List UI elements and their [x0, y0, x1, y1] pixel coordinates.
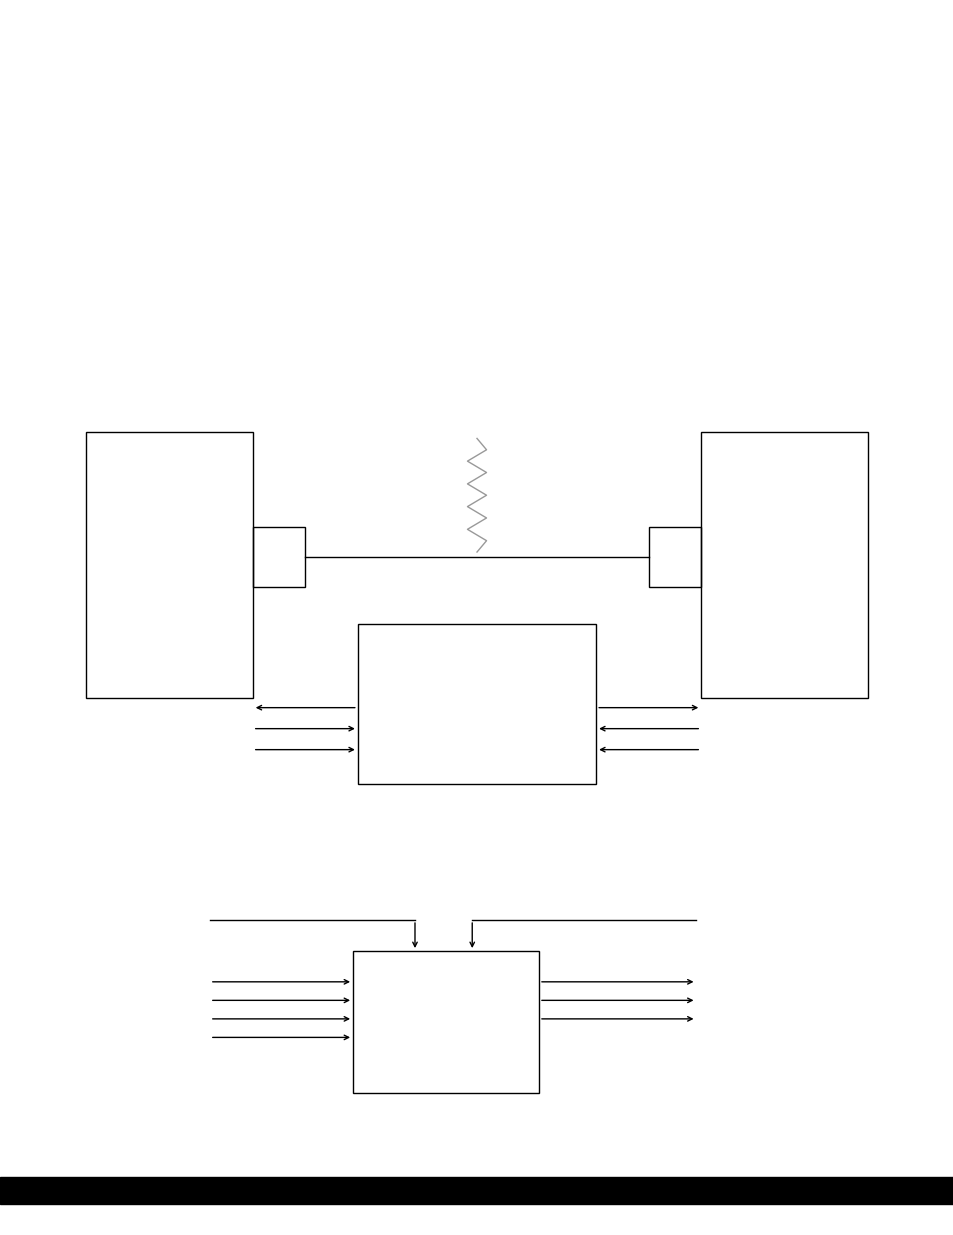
Bar: [353, 951, 538, 1093]
Bar: [357, 624, 596, 784]
Bar: [648, 527, 700, 587]
Bar: [700, 432, 867, 698]
Bar: [0, 1177, 953, 1204]
Bar: [86, 432, 253, 698]
Bar: [253, 527, 305, 587]
